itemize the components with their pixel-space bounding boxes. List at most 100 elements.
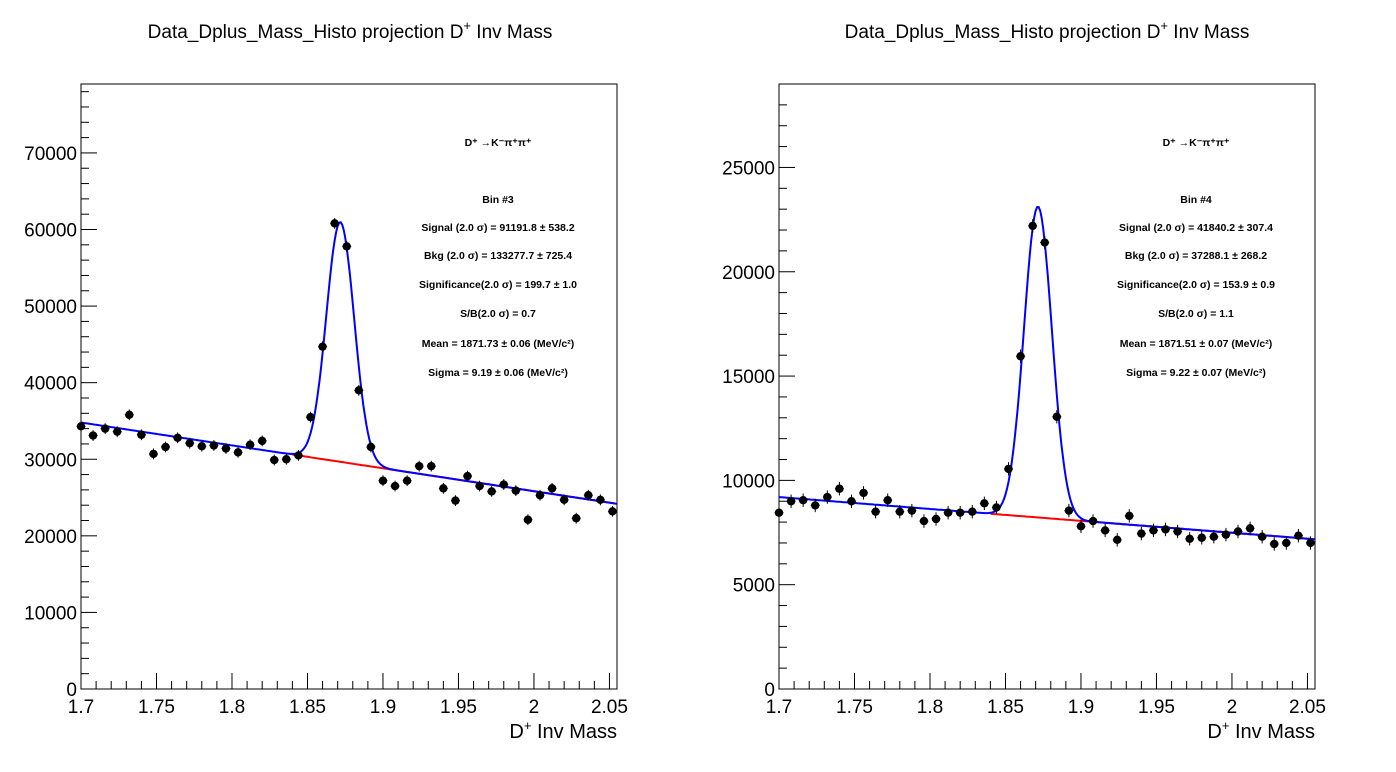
info-line: Mean = 1871.51 ± 0.07 (MeV/c²)	[1120, 338, 1273, 350]
data-marker	[1016, 352, 1025, 361]
data-marker	[547, 484, 557, 493]
data-point	[1281, 536, 1291, 550]
data-marker	[1040, 238, 1049, 247]
data-marker	[415, 461, 424, 471]
data-point	[1076, 519, 1086, 533]
data-marker	[378, 476, 388, 485]
x-tick-label: 2.05	[1289, 697, 1326, 718]
data-point	[943, 506, 953, 520]
data-marker	[451, 496, 460, 505]
x-tick-label: 1.95	[1138, 697, 1175, 718]
data-point	[305, 411, 315, 423]
data-point	[426, 460, 436, 472]
data-marker	[282, 455, 291, 464]
info-line: Significance(2.0 σ) = 153.9 ± 0.9	[1117, 279, 1275, 291]
data-marker	[584, 491, 593, 500]
data-marker	[1125, 511, 1134, 521]
data-point	[487, 486, 497, 497]
data-point	[571, 512, 581, 524]
data-marker	[523, 515, 533, 524]
data-marker	[919, 516, 929, 526]
x-tick-label: 1.8	[917, 697, 943, 718]
data-marker	[980, 499, 989, 508]
y-tick-label: 40000	[24, 374, 77, 395]
y-tick-label: 10000	[24, 603, 77, 624]
data-point	[822, 490, 832, 504]
data-point	[1136, 526, 1146, 541]
data-marker	[1185, 534, 1194, 543]
data-point	[607, 505, 617, 517]
data-marker	[100, 424, 110, 433]
x-tick-label: 1.7	[766, 697, 792, 718]
data-point	[330, 218, 340, 229]
chart-panel-1: Data_Dplus_Mass_Histo projection D+ Inv …	[24, 18, 628, 743]
data-point	[1100, 523, 1110, 538]
data-marker	[511, 486, 521, 495]
y-tick-label: 30000	[24, 450, 77, 471]
data-marker	[931, 514, 941, 524]
data-point	[1052, 410, 1062, 424]
data-point	[1028, 219, 1038, 233]
data-marker	[1149, 526, 1158, 535]
data-point	[378, 475, 388, 487]
data-marker	[257, 436, 267, 446]
data-point	[269, 454, 279, 466]
data-marker	[475, 481, 484, 491]
data-marker	[185, 438, 194, 448]
info-line: Bin #4	[1180, 194, 1212, 206]
data-point	[846, 494, 856, 508]
data-point	[1185, 532, 1195, 546]
info-line: Mean = 1871.73 ± 0.06 (MeV/c²)	[422, 338, 575, 350]
y-tick-label: 50000	[24, 297, 77, 318]
data-point	[895, 504, 905, 519]
data-point	[161, 441, 171, 453]
data-point	[1016, 349, 1026, 363]
data-point	[281, 453, 291, 465]
data-point	[414, 460, 424, 472]
data-point	[475, 480, 485, 492]
data-point	[1064, 503, 1074, 518]
data-point	[786, 494, 796, 508]
data-point	[798, 493, 808, 507]
x-tick-label: 1.75	[836, 697, 873, 718]
y-tick-label: 0	[764, 680, 775, 701]
y-tick-label: 60000	[24, 221, 77, 242]
data-point	[834, 482, 844, 496]
data-point	[559, 494, 569, 506]
data-point	[511, 485, 521, 497]
data-marker	[1004, 464, 1013, 474]
data-point	[100, 423, 110, 434]
chart-title: Data_Dplus_Mass_Histo projection D+ Inv …	[845, 18, 1250, 43]
data-point	[991, 500, 1001, 515]
data-point	[1040, 235, 1050, 250]
chart-panel-2: Data_Dplus_Mass_Histo projection D+ Inv …	[722, 18, 1326, 743]
data-point	[209, 440, 219, 451]
data-marker	[955, 508, 965, 517]
y-tick-label: 20000	[24, 527, 77, 548]
data-marker	[366, 442, 376, 452]
data-point	[523, 514, 533, 526]
data-point	[76, 420, 86, 432]
data-marker	[88, 431, 98, 440]
data-marker	[125, 410, 134, 420]
data-point	[1124, 509, 1134, 523]
data-marker	[1173, 527, 1182, 536]
decay-label: D⁺ →K⁻π⁺π⁺	[1163, 137, 1230, 149]
data-marker	[1052, 412, 1062, 421]
info-line: S/B(2.0 σ) = 1.1	[1158, 308, 1234, 320]
y-tick-label: 20000	[722, 263, 775, 284]
data-marker	[1257, 532, 1267, 541]
x-tick-label: 1.9	[1068, 697, 1094, 718]
data-marker	[402, 476, 412, 485]
y-tick-label: 10000	[722, 471, 775, 492]
data-point	[907, 503, 917, 518]
data-marker	[968, 507, 977, 516]
info-line: Bkg (2.0 σ) = 133277.7 ± 725.4	[424, 250, 572, 262]
x-tick-label: 1.9	[370, 697, 396, 718]
data-point	[1003, 462, 1013, 476]
x-axis-title: D+ Inv Mass	[509, 718, 617, 743]
data-point	[390, 480, 400, 492]
data-point	[185, 437, 195, 449]
info-line: Significance(2.0 σ) = 199.7 ± 1.0	[419, 279, 577, 291]
data-point	[1293, 528, 1303, 543]
